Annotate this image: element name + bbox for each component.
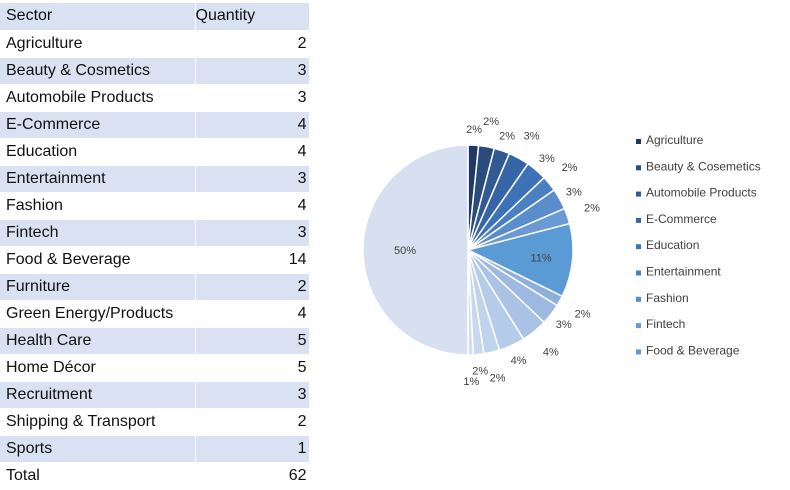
pie-data-label: 3%: [556, 319, 572, 331]
quantity-cell: Quantity: [195, 3, 310, 31]
table-row: Recruitment 3: [0, 381, 310, 409]
sector-cell: Furniture: [0, 273, 196, 301]
quantity-cell: 1: [195, 435, 310, 463]
pie-data-label: 2%: [490, 373, 506, 385]
sector-cell: Automobile Products: [0, 84, 196, 112]
table-row: Food & Beverage 14: [0, 246, 310, 274]
quantity-cell: 4: [195, 138, 310, 166]
quantity-cell: 3: [195, 219, 310, 247]
table-row: Automobile Products 3: [0, 84, 310, 112]
pie-data-label: 3%: [524, 130, 540, 142]
quantity-cell: 3: [195, 84, 310, 112]
pie-data-label: 50%: [394, 245, 416, 257]
sector-cell: Food & Beverage: [0, 246, 196, 274]
sector-cell: Recruitment: [0, 381, 196, 409]
sector-cell: Beauty & Cosmetics: [0, 57, 196, 85]
legend-label: Automobile Products: [646, 186, 757, 200]
table-row: Education 4: [0, 138, 310, 166]
sector-cell: Entertainment: [0, 165, 196, 193]
quantity-cell: 3: [195, 165, 310, 193]
sector-cell: Shipping & Transport: [0, 408, 196, 436]
sector-cell: Total: [0, 462, 196, 490]
table-row: Fashion 4: [0, 192, 310, 220]
pie-slice: [362, 144, 469, 356]
sector-cell: Sports: [0, 435, 196, 463]
pie-data-label: 2%: [584, 203, 600, 215]
quantity-cell: 14: [195, 246, 310, 274]
pie-data-label: 2%: [562, 162, 578, 174]
sector-cell: Home Décor: [0, 354, 196, 382]
pie-data-label: 3%: [539, 153, 555, 165]
quantity-cell: 2: [195, 273, 310, 301]
table-row: Green Energy/Products 4: [0, 300, 310, 328]
sector-cell: Education: [0, 138, 196, 166]
legend-label: Food & Beverage: [646, 343, 740, 357]
sector-cell: E-Commerce: [0, 111, 196, 139]
pie-data-label: 11%: [531, 252, 552, 264]
quantity-cell: 62: [195, 462, 310, 490]
sector-table: Sector Quantity Agriculture 2 Beauty & Cosme…: [0, 3, 310, 490]
pie-slice: [465, 222, 574, 298]
quantity-cell: 2: [195, 408, 310, 436]
table-row: Agriculture 2: [0, 30, 310, 58]
pie-data-label: 2%: [499, 131, 515, 143]
legend-label: Agriculture: [646, 133, 704, 147]
table-row: Shipping & Transport 2: [0, 408, 310, 436]
table-header-row: Sector Quantity: [0, 3, 310, 31]
quantity-cell: 5: [195, 354, 310, 382]
table-row: Beauty & Cosmetics 3: [0, 57, 310, 85]
sector-cell: Health Care: [0, 327, 196, 355]
pie-data-label: 2%: [575, 309, 591, 321]
legend-swatch: [636, 191, 641, 197]
legend-swatch: [636, 165, 641, 171]
quantity-cell: 2: [195, 30, 310, 58]
legend-swatch: [636, 323, 641, 329]
quantity-cell: 4: [195, 300, 310, 328]
pie-data-label: 3%: [566, 186, 582, 198]
quantity-cell: 3: [195, 381, 310, 409]
legend-label: Fintech: [646, 317, 685, 331]
legend-swatch: [636, 296, 641, 302]
table-row: Health Care 5: [0, 327, 310, 355]
quantity-cell: 5: [195, 327, 310, 355]
table-row: Total 62: [0, 462, 310, 490]
table-row: Sports 1: [0, 435, 310, 463]
sector-cell: Sector: [0, 3, 196, 31]
quantity-cell: 4: [195, 192, 310, 220]
pie-data-label: 4%: [511, 355, 527, 367]
pie-data-label: 2%: [466, 124, 482, 136]
table-row: Home Décor 5: [0, 354, 310, 382]
sector-cell: Green Energy/Products: [0, 300, 196, 328]
legend-label: Fashion: [646, 291, 689, 305]
legend-swatch: [636, 349, 641, 355]
table-row: Fintech 3: [0, 219, 310, 247]
legend-label: Beauty & Cosemetics: [646, 159, 761, 173]
legend-swatch: [636, 270, 641, 276]
table-row: Furniture 2: [0, 273, 310, 301]
legend-swatch: [636, 139, 641, 144]
pie-data-label: 2%: [472, 365, 488, 377]
pie-data-label: 4%: [543, 347, 559, 359]
table-row: E-Commerce 4: [0, 111, 310, 139]
quantity-cell: 3: [195, 57, 310, 85]
legend-label: E-Commerce: [646, 212, 717, 226]
sector-cell: Fashion: [0, 192, 196, 220]
sector-pie-chart: 2%2%2% 3%3%2%3%2%11%2%3%4%4%2%2%1%50%Agri…: [362, 116, 761, 388]
legend-swatch: [636, 217, 641, 223]
table-row: Entertainment 3: [0, 165, 310, 193]
legend-label: Education: [646, 238, 699, 252]
pie-data-label: 1%: [463, 376, 479, 388]
legend-swatch: [636, 244, 641, 250]
sector-cell: Fintech: [0, 219, 196, 247]
quantity-cell: 4: [195, 111, 310, 139]
sector-cell: Agriculture: [0, 30, 196, 58]
legend-label: Entertainment: [646, 265, 721, 279]
pie-data-label: 2%: [483, 116, 499, 128]
